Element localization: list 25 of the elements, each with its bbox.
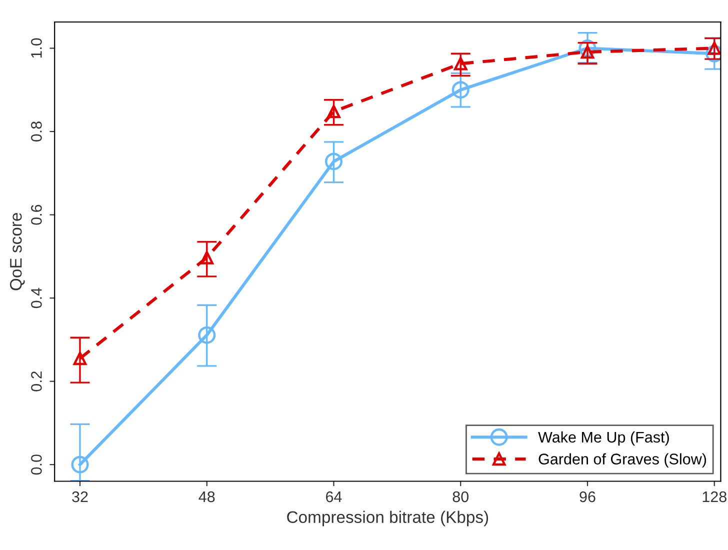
y-tick-label: 1.0 bbox=[31, 38, 42, 58]
x-tick-label: 64 bbox=[326, 491, 342, 502]
point bbox=[327, 104, 340, 118]
x-axis-title: Compression bitrate (Kbps) bbox=[287, 510, 488, 526]
y-axis-title: QoE score bbox=[10, 212, 25, 290]
x-tick-label: 48 bbox=[198, 491, 215, 502]
point bbox=[454, 56, 468, 70]
point bbox=[324, 152, 342, 170]
y-tick-label: 0.8 bbox=[31, 122, 42, 142]
x-tick-label: 32 bbox=[72, 491, 88, 502]
point bbox=[578, 39, 596, 57]
point bbox=[200, 250, 214, 264]
x-tick-label: 96 bbox=[580, 491, 596, 502]
legend-label: Wake Me Up (Fast) bbox=[538, 431, 669, 446]
y-tick-label: 0.6 bbox=[31, 204, 42, 225]
y-tick-label: 0.2 bbox=[31, 371, 42, 392]
y-tick-label: 0.4 bbox=[31, 288, 42, 308]
x-tick-label: 80 bbox=[452, 491, 469, 502]
y-tick-label: 0.0 bbox=[31, 454, 42, 475]
legend-label: Garden of Graves (Slow) bbox=[538, 453, 706, 468]
point bbox=[71, 456, 89, 474]
point bbox=[452, 81, 470, 99]
x-tick-label: 128 bbox=[702, 491, 726, 502]
point bbox=[198, 326, 216, 344]
point bbox=[73, 352, 87, 366]
